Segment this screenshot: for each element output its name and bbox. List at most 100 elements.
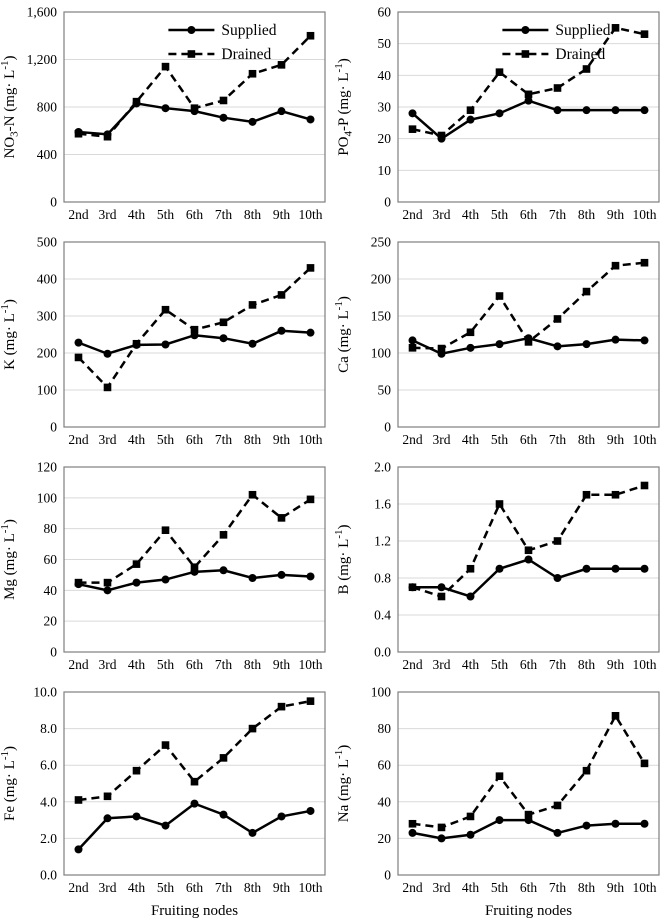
b-drained-marker xyxy=(611,490,620,499)
k-drained-marker xyxy=(74,353,83,362)
x-tick-label: 4th xyxy=(128,432,146,447)
fe-drained-marker xyxy=(219,754,228,762)
legend-supplied-marker xyxy=(521,26,530,34)
ca-drained-marker xyxy=(466,328,475,337)
x-tick-label: 6th xyxy=(186,207,204,222)
no3n-supplied-marker xyxy=(219,113,228,122)
k-drained-marker xyxy=(306,264,315,272)
no3n-supplied-marker xyxy=(277,107,286,116)
y-tick-label: 0 xyxy=(384,868,391,883)
b-supplied-marker xyxy=(466,592,475,601)
x-tick-label: 8th xyxy=(578,880,596,895)
na-supplied-marker xyxy=(640,819,649,828)
x-tick-label: 3rd xyxy=(433,880,451,895)
x-tick-label: 4th xyxy=(462,207,480,222)
po4p-drained-marker xyxy=(640,30,649,38)
po4p-drained-line xyxy=(412,26,645,137)
x-tick-label: 7th xyxy=(215,207,233,222)
k-drained-marker xyxy=(277,291,286,299)
y-tick-label: 20 xyxy=(378,831,392,846)
na-supplied-marker xyxy=(495,816,504,825)
mg-drained-marker xyxy=(103,578,112,587)
legend-drained-marker xyxy=(187,50,196,58)
na-supplied-marker xyxy=(466,830,475,839)
y-tick-label: 40 xyxy=(378,794,392,809)
x-tick-label: 10th xyxy=(298,657,322,672)
k-drained-marker xyxy=(248,301,257,309)
ca-supplied-marker xyxy=(582,340,591,349)
x-tick-label: 2nd xyxy=(402,207,423,222)
x-tick-label: 5th xyxy=(157,432,175,447)
ca-drained-marker xyxy=(495,292,504,300)
plot-border xyxy=(397,11,660,203)
plot-border xyxy=(397,691,660,876)
no3n-supplied-marker xyxy=(161,104,170,113)
y-tick-label: 0 xyxy=(384,195,391,210)
b-drained-marker xyxy=(582,490,591,499)
y-tick-label: 100 xyxy=(371,346,392,361)
po4p-drained-marker xyxy=(553,84,562,92)
fe-supplied-marker xyxy=(161,821,170,830)
k-drained-marker xyxy=(219,318,228,327)
y-tick-label: 60 xyxy=(378,5,392,20)
y-tick-label: 4.0 xyxy=(40,794,57,809)
y-tick-label: 50 xyxy=(378,383,392,398)
plot-border xyxy=(63,11,326,203)
mg-drained-marker xyxy=(306,495,315,504)
ca-drained-marker xyxy=(611,261,620,270)
no3n-drained-marker xyxy=(190,104,199,112)
mg-plot: 0 20 40 60 80 100 120 2nd 3rd 4th 5th 6th 7th 8th 9th 1… xyxy=(0,460,326,672)
x-tick-label: 7th xyxy=(549,880,567,895)
b-supplied-marker xyxy=(582,564,591,573)
x-tick-label: 2nd xyxy=(68,207,89,222)
x-tick-label: 2nd xyxy=(68,657,89,672)
x-tick-label: 2nd xyxy=(68,880,89,895)
no3n-supplied-marker xyxy=(248,117,257,126)
y-tick-label: 0 xyxy=(50,420,57,435)
fe-supplied-marker xyxy=(190,799,199,808)
x-tick-label: 4th xyxy=(128,880,146,895)
b-supplied-marker xyxy=(524,555,533,564)
x-tick-label: 8th xyxy=(244,432,262,447)
x-tick-label: 9th xyxy=(273,207,291,222)
fe-drained-line xyxy=(78,699,311,802)
fe-drained-marker xyxy=(306,697,315,705)
x-tick-label: 7th xyxy=(215,432,233,447)
na-drained-marker xyxy=(437,823,446,832)
x-tick-label: 9th xyxy=(273,432,291,447)
mg-supplied-marker xyxy=(277,570,286,579)
b-supplied-marker xyxy=(437,583,446,592)
fe-drained-marker xyxy=(103,792,112,801)
chart-ca: 0 50 100 150 200 250 2nd 3rd 4th 5th 6th 7th 8th 9th 1… xyxy=(334,230,668,455)
chart-b: 0.0 0.4 0.8 1.2 1.6 2.0 2nd 3rd 4th 5th 6th 7th 8th 9… xyxy=(334,455,668,680)
ca-supplied-marker xyxy=(408,336,417,345)
po4p-supplied-marker xyxy=(495,109,504,118)
legend-drained-marker xyxy=(521,50,530,58)
mg-drained-marker xyxy=(219,531,228,539)
po4p-supplied-marker xyxy=(640,106,649,115)
x-tick-label: 4th xyxy=(128,657,146,672)
x-tick-label: 4th xyxy=(128,207,146,222)
na-drained-marker xyxy=(611,711,620,720)
k-y-axis-label: K (mg· L-1) xyxy=(0,299,18,370)
x-tick-label: 10th xyxy=(298,880,322,895)
ca-drained-marker xyxy=(524,338,533,346)
na-drained-marker xyxy=(524,810,533,819)
ca-drained-marker xyxy=(437,344,446,353)
na-supplied-marker xyxy=(437,834,446,843)
x-tick-label: 10th xyxy=(298,432,322,447)
x-tick-label: 8th xyxy=(244,880,262,895)
k-drained-marker xyxy=(190,325,199,334)
k-supplied-marker xyxy=(306,328,315,337)
y-tick-label: 400 xyxy=(37,147,58,162)
x-tick-label: 10th xyxy=(632,880,656,895)
y-tick-label: 1,200 xyxy=(27,52,58,67)
fe-drained-marker xyxy=(161,741,170,749)
fe-supplied-marker xyxy=(74,845,83,854)
x-tick-label: 7th xyxy=(549,207,567,222)
y-tick-label: 800 xyxy=(37,100,58,115)
mg-supplied-marker xyxy=(306,572,315,581)
y-tick-label: 150 xyxy=(371,309,392,324)
b-drained-marker xyxy=(408,583,417,592)
